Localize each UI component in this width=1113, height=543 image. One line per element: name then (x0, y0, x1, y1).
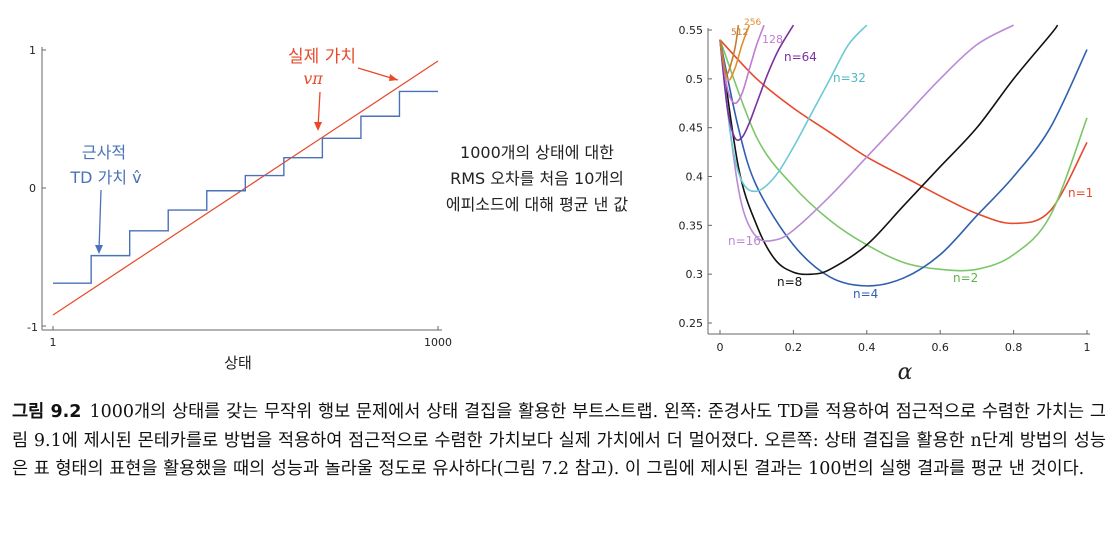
true-value-arrowhead-2 (314, 122, 322, 131)
series-label-n32: n=32 (833, 71, 866, 85)
series-label-n128: 128 (762, 33, 783, 46)
figure-caption: 그림 9.2 1000개의 상태를 갖는 무작위 행보 문제에서 상태 결집을 활… (12, 398, 1106, 484)
caption-text: 1000개의 상태를 갖는 무작위 행보 문제에서 상태 결집을 활용한 부트스… (12, 402, 1106, 479)
right-x-axis-label: α (898, 360, 913, 385)
middle-annotation-line2: RMS 오차를 처음 10개의 (450, 169, 624, 188)
series-line-n8 (719, 24, 1059, 276)
series-label-n64: n=64 (784, 50, 817, 64)
series-label-n4: n=4 (853, 287, 878, 301)
approx-value-label-line2: TD 가치 v̂ (69, 168, 141, 187)
right-x-tick-label: 0.4 (858, 341, 876, 354)
figure-label: 그림 9.2 (12, 402, 82, 422)
right-y-tick-label: 0.25 (679, 317, 704, 330)
right-x-tick-label: 0.6 (931, 341, 949, 354)
approx-value-arrow (98, 189, 102, 251)
right-series-group (719, 24, 1088, 287)
series-line-n4 (719, 39, 1088, 287)
series-line-n64 (719, 24, 795, 142)
series-line-n16 (719, 24, 1014, 242)
right-y-tick-label: 0.55 (679, 24, 704, 37)
left-x-axis-label: 상태 (224, 354, 252, 372)
series-label-n16: n=16 (728, 234, 761, 248)
left-y-tick-label-0: 0 (29, 182, 36, 195)
approx-value-arrowhead (95, 245, 103, 254)
series-label-n256: 256 (744, 18, 761, 28)
figure-canvas: 1 0 -1 1 1000 상태 실제 가치 vπ 근사적 TD 가치 v̂ 1… (27, 18, 1094, 385)
right-y-tick-label: 0.4 (686, 171, 704, 184)
series-line-n1 (719, 39, 1088, 225)
series-line-n512 (719, 24, 740, 76)
middle-annotation: 1000개의 상태에 대한 RMS 오차를 처음 10개의 에피소드에 대해 평… (446, 143, 629, 214)
right-chart: 0.250.30.350.40.450.50.550 0.2 0.4 0.6 0.8 1 … (679, 18, 1094, 385)
right-y-tick-label: 0.5 (686, 73, 704, 86)
left-x-tick-label-1: 1 (50, 336, 57, 349)
middle-annotation-line3: 에피소드에 대해 평균 낸 값 (446, 195, 629, 214)
left-chart: 1 0 -1 1 1000 상태 실제 가치 vπ 근사적 TD 가치 v̂ (27, 44, 452, 372)
right-y-tick-label: 0.45 (679, 122, 704, 135)
true-value-label: 실제 가치 (288, 47, 356, 67)
series-line-n128 (719, 24, 765, 105)
right-x-tick-label: 1 (1084, 341, 1091, 354)
series-label-n2: n=2 (953, 271, 978, 285)
middle-annotation-line1: 1000개의 상태에 대한 (460, 143, 614, 162)
right-x-tick-label: 0 (717, 341, 724, 354)
left-y-tick-label-neg1: -1 (27, 321, 38, 334)
true-value-symbol: vπ (303, 69, 323, 88)
right-axis-ticks: 0.25 0.3 0.35 0.4 0.45 0.5 0.55 0 0.2 0.4 0.6 0.8 1 (679, 24, 1091, 354)
right-y-tick-label: 0.35 (679, 219, 704, 232)
true-value-arrowhead-1 (389, 74, 398, 81)
right-x-tick-label: 0.8 (1005, 341, 1023, 354)
right-x-tick-label: 0.2 (785, 341, 803, 354)
series-label-n8: n=8 (777, 275, 802, 289)
left-x-tick-label-1000: 1000 (424, 336, 452, 349)
series-line-n2 (719, 39, 1088, 272)
series-line-n32 (719, 24, 868, 193)
series-label-n1: n=1 (1068, 186, 1093, 200)
approx-value-steps (53, 90, 438, 284)
series-label-n512: 512 (731, 28, 748, 38)
left-y-tick-label-1: 1 (29, 44, 36, 57)
right-y-tick-label: 0.3 (686, 268, 704, 281)
approx-value-label-line1: 근사적 (82, 143, 126, 162)
